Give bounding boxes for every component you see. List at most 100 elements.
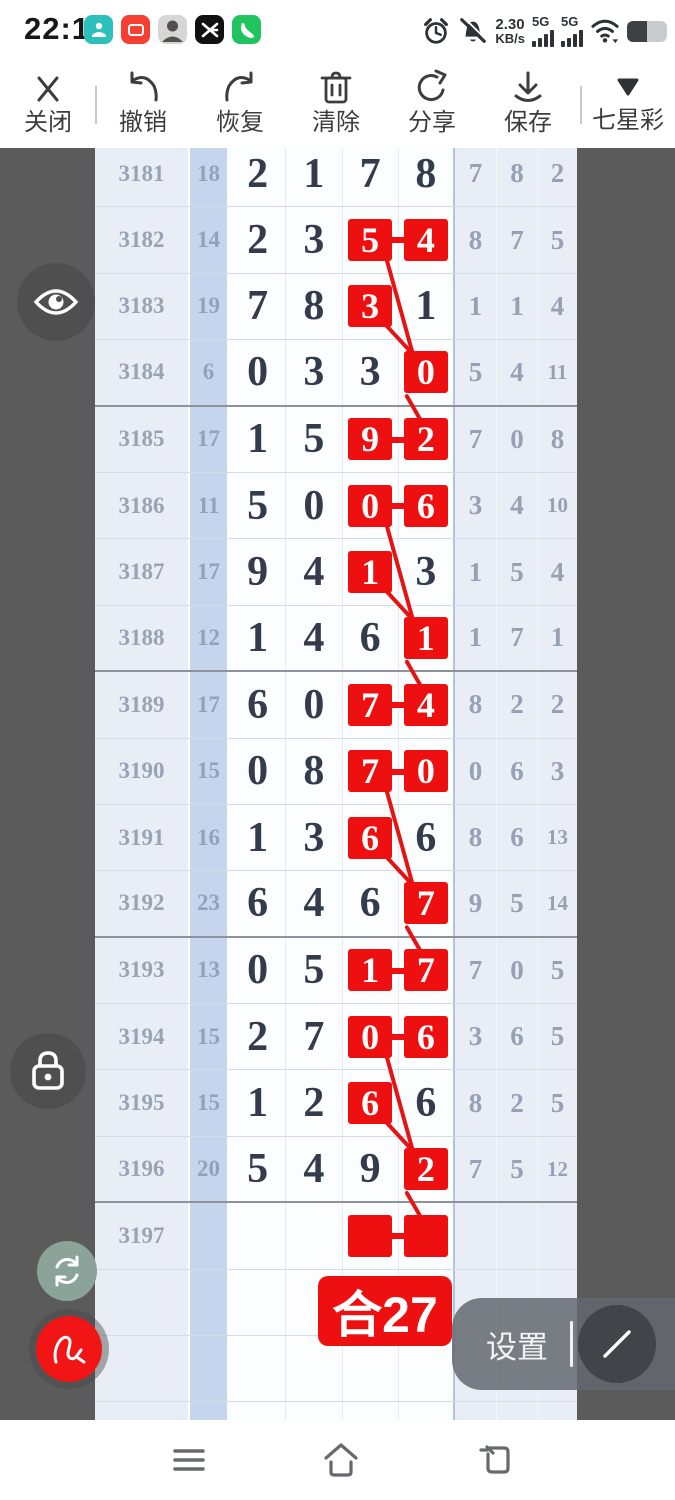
clear-button[interactable]: 清除 xyxy=(288,66,384,146)
digit-cell[interactable]: 2 xyxy=(230,148,287,207)
digit-cell[interactable]: 7 xyxy=(230,273,287,340)
close-button[interactable]: 关闭 xyxy=(0,66,96,146)
digit-cell[interactable]: 0 xyxy=(230,937,287,1004)
digit-cell[interactable] xyxy=(286,1336,343,1402)
digit-cell[interactable] xyxy=(230,1402,287,1420)
digit-cell[interactable]: 4 xyxy=(398,207,455,273)
digit-cell[interactable]: 2 xyxy=(230,207,287,273)
digit-cell[interactable]: 6 xyxy=(230,672,287,738)
digit-cell[interactable]: 3 xyxy=(286,340,343,405)
marked-digit xyxy=(348,1214,393,1257)
settings-button[interactable]: 设置 xyxy=(486,1329,548,1365)
digit-cell[interactable]: 5 xyxy=(230,472,287,539)
digit-cell[interactable]: 5 xyxy=(230,1136,287,1202)
digit-cell[interactable]: 1 xyxy=(342,539,399,605)
issue-cell: 3193 xyxy=(95,937,190,1004)
digit-cell[interactable]: 7 xyxy=(342,672,399,738)
digit-cell[interactable]: 8 xyxy=(286,273,343,340)
digit-cell[interactable]: 1 xyxy=(230,406,287,472)
digit-cell[interactable]: 1 xyxy=(398,605,455,671)
digit-cell[interactable]: 6 xyxy=(342,804,399,871)
stat-cell: 6 xyxy=(497,1004,538,1070)
digit-cell[interactable]: 6 xyxy=(230,871,287,936)
digit-cell[interactable]: 3 xyxy=(286,804,343,871)
digit-cell[interactable]: 0 xyxy=(342,472,399,539)
pair-dash xyxy=(391,702,406,709)
stat-cell: 13 xyxy=(538,804,577,871)
digit-cell[interactable]: 6 xyxy=(342,1070,399,1136)
digit-cell[interactable]: 0 xyxy=(398,340,455,405)
digit-cell[interactable]: 2 xyxy=(398,1136,455,1202)
redo-button[interactable]: 恢复 xyxy=(192,66,288,146)
digit-cell[interactable] xyxy=(398,1402,455,1420)
digit-cell[interactable]: 0 xyxy=(286,672,343,738)
digit-cell[interactable]: 0 xyxy=(286,472,343,539)
digit-cell[interactable]: 4 xyxy=(286,871,343,936)
digit-cell[interactable]: 6 xyxy=(398,804,455,871)
digit-cell[interactable] xyxy=(398,1203,455,1269)
draw-pen-button[interactable] xyxy=(36,1316,102,1382)
digit-cell[interactable]: 0 xyxy=(230,738,287,804)
sum-cell: 20 xyxy=(190,1136,230,1202)
undo-button[interactable]: 撤销 xyxy=(95,66,191,146)
digit-cell[interactable]: 6 xyxy=(342,871,399,936)
digit-cell[interactable]: 4 xyxy=(398,672,455,738)
digit-cell[interactable]: 9 xyxy=(342,1136,399,1202)
digit-cell[interactable] xyxy=(342,1203,399,1269)
back-button[interactable] xyxy=(476,1442,512,1478)
digit-cell[interactable]: 7 xyxy=(398,937,455,1004)
digit-cell[interactable]: 2 xyxy=(230,1004,287,1070)
save-button[interactable]: 保存 xyxy=(480,66,576,146)
digit-cell[interactable]: 7 xyxy=(398,871,455,936)
digit-cell[interactable]: 3 xyxy=(286,207,343,273)
digit-cell[interactable]: 1 xyxy=(230,605,287,671)
digit-cell[interactable] xyxy=(342,1402,399,1420)
stat-cell: 9 xyxy=(455,871,497,936)
digit-cell[interactable]: 7 xyxy=(342,148,399,207)
digit-cell[interactable]: 6 xyxy=(398,1004,455,1070)
digit-cell[interactable]: 0 xyxy=(230,340,287,405)
lock-button[interactable] xyxy=(10,1033,86,1109)
digit-cell[interactable]: 6 xyxy=(342,605,399,671)
digit-cell[interactable]: 8 xyxy=(398,148,455,207)
digit-cell[interactable]: 0 xyxy=(398,738,455,804)
digit-cell[interactable]: 2 xyxy=(398,406,455,472)
stat-cell: 7 xyxy=(497,605,538,671)
digit-cell[interactable]: 6 xyxy=(398,1070,455,1136)
digit-cell[interactable]: 5 xyxy=(342,207,399,273)
visibility-toggle-button[interactable] xyxy=(17,263,95,341)
digit-cell[interactable]: 0 xyxy=(342,1004,399,1070)
home-button[interactable] xyxy=(322,1442,360,1478)
digit-cell[interactable]: 2 xyxy=(286,1070,343,1136)
digit-cell[interactable]: 5 xyxy=(286,937,343,1004)
digit-cell[interactable]: 4 xyxy=(286,539,343,605)
digit-cell[interactable] xyxy=(342,1336,399,1402)
menu-button[interactable] xyxy=(171,1442,207,1478)
digit-cell[interactable]: 1 xyxy=(398,273,455,340)
lottery-type-selector[interactable]: 七星彩 xyxy=(580,66,675,146)
refresh-button[interactable] xyxy=(37,1241,97,1301)
digit-cell[interactable]: 5 xyxy=(286,406,343,472)
digit-cell[interactable]: 8 xyxy=(286,738,343,804)
digit-cell[interactable]: 1 xyxy=(230,1070,287,1136)
line-tool-button[interactable] xyxy=(578,1305,656,1383)
digit-cell[interactable]: 3 xyxy=(342,340,399,405)
digit-cell[interactable] xyxy=(286,1402,343,1420)
digit-cell[interactable]: 6 xyxy=(398,472,455,539)
digit-cell[interactable]: 9 xyxy=(230,539,287,605)
digit-cell[interactable] xyxy=(230,1203,287,1269)
digit-cell[interactable]: 3 xyxy=(398,539,455,605)
digit-cell[interactable]: 1 xyxy=(230,804,287,871)
digit-cell[interactable] xyxy=(230,1336,287,1402)
lottery-trend-chart[interactable]: 3181 18 2 1 7 8 7 8 2 3182 14 2 3 5 4 8 7 5 3183 19 7 8 3 1 1 1 4 3… xyxy=(95,148,577,1420)
digit-cell[interactable]: 4 xyxy=(286,1136,343,1202)
share-button[interactable]: 分享 xyxy=(384,66,480,146)
digit-cell[interactable]: 1 xyxy=(286,148,343,207)
mark-link-line xyxy=(404,394,423,423)
digit-cell[interactable]: 1 xyxy=(342,937,399,1004)
digit-cell[interactable]: 4 xyxy=(286,605,343,671)
digit-cell[interactable]: 9 xyxy=(342,406,399,472)
digit-cell[interactable]: 7 xyxy=(286,1004,343,1070)
digit-cell[interactable] xyxy=(230,1269,287,1336)
digit-cell[interactable] xyxy=(286,1203,343,1269)
